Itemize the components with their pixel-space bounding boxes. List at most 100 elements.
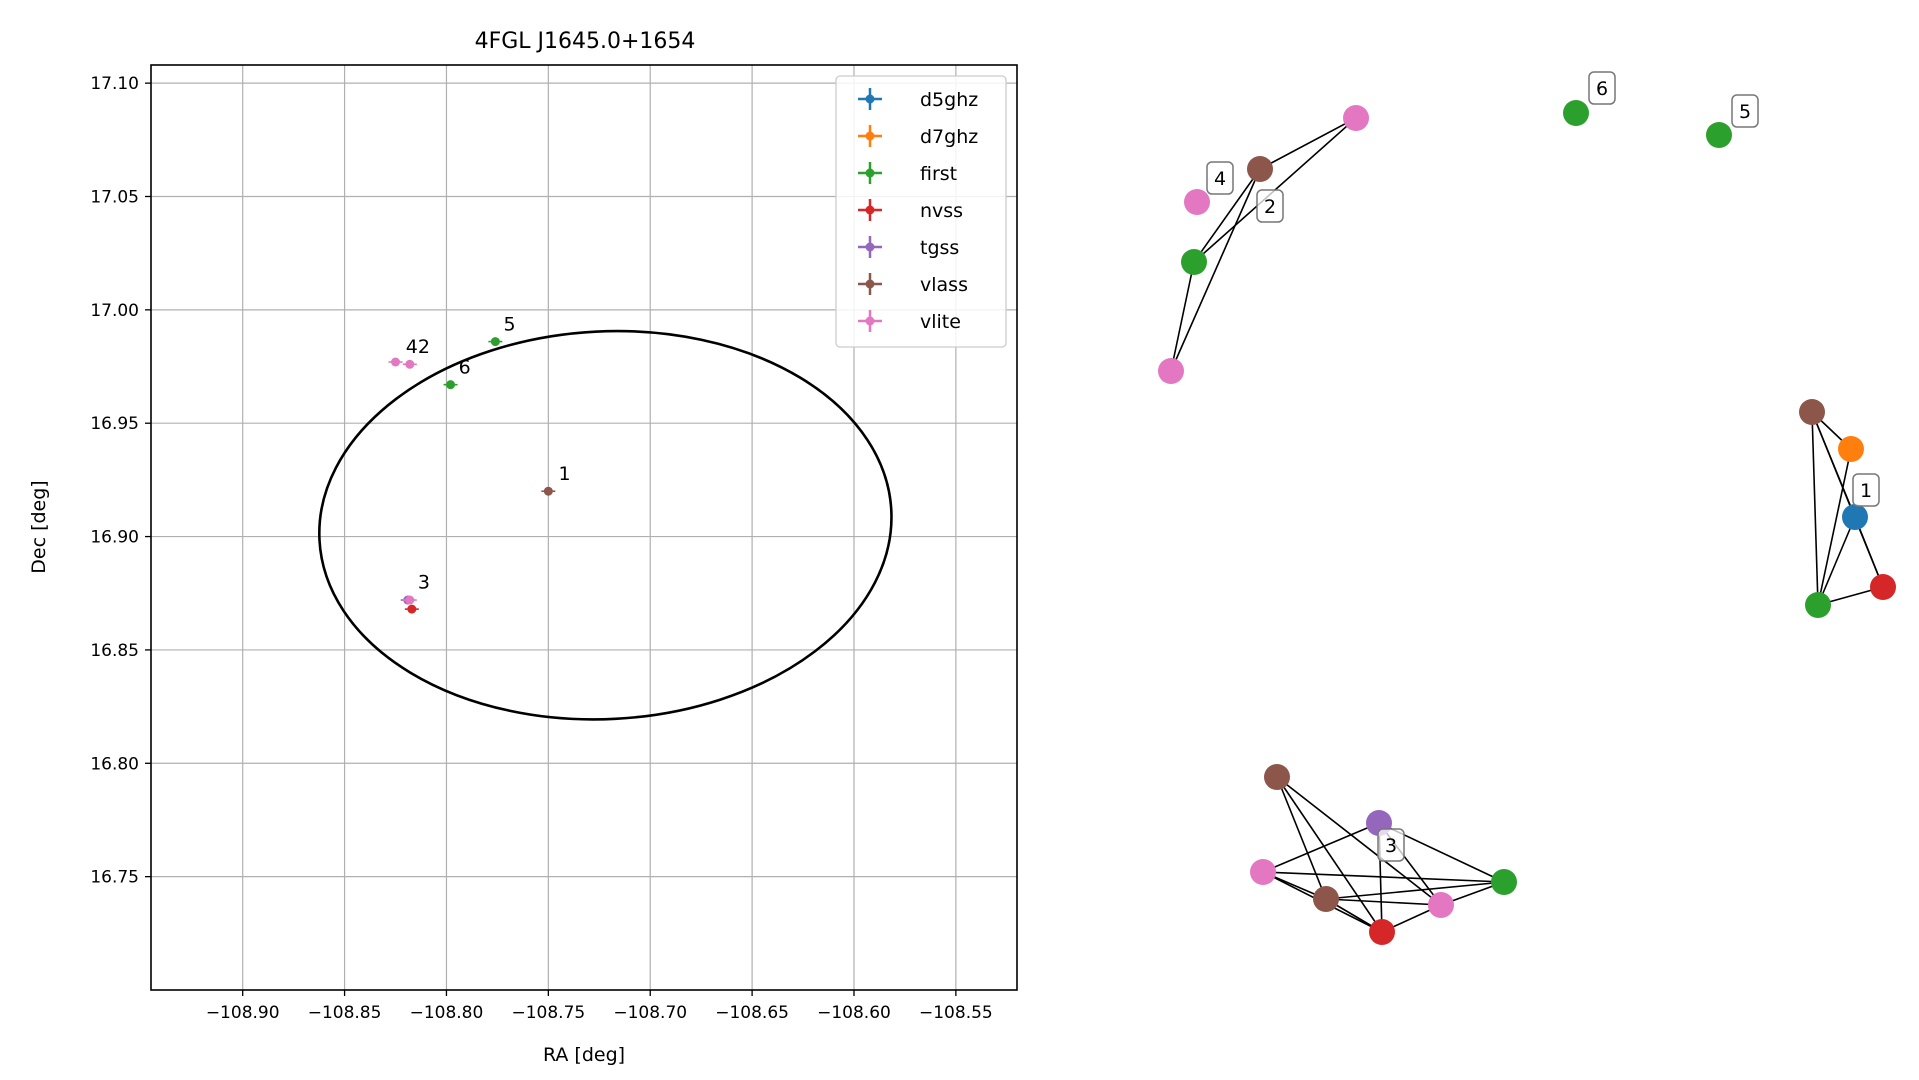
data-point-first	[488, 337, 503, 347]
legend-entry-nvss: nvss	[858, 199, 963, 222]
network-edge	[1817, 448, 1852, 606]
marker	[543, 486, 553, 496]
legend: d5ghz d7ghz first nvss tgss vlass vlite	[835, 75, 1007, 348]
cluster-labels-layer: 1 2 3 4 5 6	[1206, 71, 1880, 862]
point-label: 2	[418, 336, 430, 358]
y-tick-label: 16.75	[90, 868, 139, 888]
cluster-label: 6	[1588, 71, 1616, 105]
y-tick-label: 16.90	[90, 528, 139, 548]
network-edge	[1193, 168, 1261, 263]
network-node	[1870, 574, 1896, 600]
legend-label: nvss	[920, 200, 963, 222]
network-node	[1247, 156, 1273, 182]
point-label: 1	[559, 463, 571, 485]
x-tick-label: −108.55	[919, 1003, 993, 1023]
marker	[405, 595, 415, 605]
network-edge	[1817, 516, 1856, 606]
y-tick-label: 16.95	[90, 414, 139, 434]
legend-entry-tgss: tgss	[858, 236, 959, 259]
cluster-label-text: 5	[1739, 101, 1751, 123]
network-node	[1264, 764, 1290, 790]
legend-entry-first: first	[858, 162, 957, 185]
network-node	[1343, 105, 1369, 131]
y-axis-label: Dec [deg]	[28, 480, 50, 573]
x-axis-label: RA [deg]	[543, 1044, 625, 1066]
cluster-label: 1	[1852, 473, 1880, 507]
legend-swatch-dot	[865, 131, 875, 141]
cluster-label-box	[1377, 828, 1405, 862]
point-label: 3	[418, 572, 430, 594]
network-edge	[1170, 261, 1195, 372]
data-point-vlass	[541, 486, 556, 496]
edges-layer	[1170, 117, 1884, 933]
network-edge	[1262, 871, 1505, 883]
cluster-label: 2	[1256, 189, 1284, 223]
legend-label: d7ghz	[920, 126, 978, 148]
legend-entry-vlite: vlite	[858, 310, 961, 333]
data-point-first	[443, 380, 458, 390]
network-edge	[1259, 117, 1357, 170]
marker	[407, 604, 417, 614]
network-node	[1369, 919, 1395, 945]
network-node	[1428, 892, 1454, 918]
network-edge	[1276, 776, 1327, 900]
network-node	[1563, 100, 1589, 126]
network-panel: 1 2 3 4 5 6	[1158, 71, 1896, 945]
cluster-label-box	[1256, 189, 1284, 223]
legend-swatch-dot	[865, 94, 875, 104]
cluster-label-text: 1	[1860, 480, 1872, 502]
x-tick-label: −108.80	[410, 1003, 484, 1023]
data-point-vlite	[388, 357, 403, 367]
points-layer	[388, 337, 556, 614]
legend-frame	[835, 75, 1007, 348]
cluster-label-box	[1852, 473, 1880, 507]
network-node	[1706, 122, 1732, 148]
legend-entry-vlass: vlass	[858, 273, 968, 296]
x-tick-label: −108.65	[715, 1003, 789, 1023]
marker	[446, 380, 456, 390]
x-tick-label: −108.85	[308, 1003, 382, 1023]
legend-label: d5ghz	[920, 89, 978, 111]
network-node	[1313, 886, 1339, 912]
point-labels-layer: 1 2 3 4 5 6	[406, 313, 571, 593]
point-label: 6	[459, 356, 471, 378]
cluster-label-box	[1206, 161, 1234, 195]
x-tick-label: −108.90	[206, 1003, 280, 1023]
point-label: 5	[504, 313, 516, 335]
network-edge	[1325, 881, 1505, 900]
network-edge	[1262, 822, 1380, 873]
network-node	[1805, 592, 1831, 618]
ticks-layer: −108.90 −108.85 −108.80 −108.75 −108.70 −108.…	[90, 74, 992, 1023]
point-label: 4	[406, 336, 418, 358]
x-tick-label: −108.70	[613, 1003, 687, 1023]
legend-swatch-dot	[865, 242, 875, 252]
cluster-label: 4	[1206, 161, 1234, 195]
legend-entry-d5ghz: d5ghz	[858, 88, 978, 111]
plot-frame	[150, 64, 1018, 991]
legend-swatch-dot	[865, 168, 875, 178]
y-tick-label: 17.10	[90, 74, 139, 94]
y-tick-label: 16.85	[90, 641, 139, 661]
y-tick-label: 17.00	[90, 301, 139, 321]
network-edge	[1276, 776, 1383, 933]
network-node	[1181, 249, 1207, 275]
network-node	[1491, 869, 1517, 895]
x-tick-label: −108.60	[817, 1003, 891, 1023]
legend-label: vlass	[920, 274, 968, 296]
cluster-label-text: 6	[1596, 78, 1608, 100]
data-point-vlite	[402, 595, 417, 605]
cluster-label-text: 4	[1214, 168, 1226, 190]
nodes-layer	[1158, 100, 1896, 945]
network-node	[1842, 504, 1868, 530]
legend-label: first	[920, 163, 957, 185]
data-point-vlite	[402, 359, 417, 369]
cluster-label: 3	[1377, 828, 1405, 862]
cluster-label-box	[1588, 71, 1616, 105]
legend-label: vlite	[920, 311, 961, 333]
cluster-label-text: 3	[1385, 835, 1397, 857]
cluster-label-text: 2	[1264, 196, 1276, 218]
y-tick-label: 16.80	[90, 754, 139, 774]
ellipse-layer	[318, 329, 893, 721]
